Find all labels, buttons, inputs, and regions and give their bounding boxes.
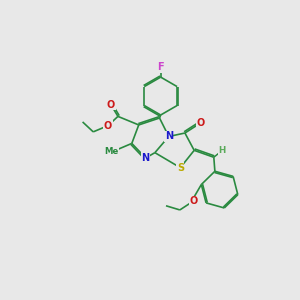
Text: S: S [177, 163, 184, 173]
Text: O: O [197, 118, 205, 128]
Text: O: O [107, 100, 115, 110]
Text: Me: Me [105, 148, 119, 157]
Text: O: O [104, 121, 112, 130]
Text: F: F [158, 62, 164, 72]
Text: N: N [142, 153, 150, 163]
Text: H: H [218, 146, 226, 155]
Text: O: O [189, 196, 197, 206]
Text: N: N [165, 131, 173, 142]
